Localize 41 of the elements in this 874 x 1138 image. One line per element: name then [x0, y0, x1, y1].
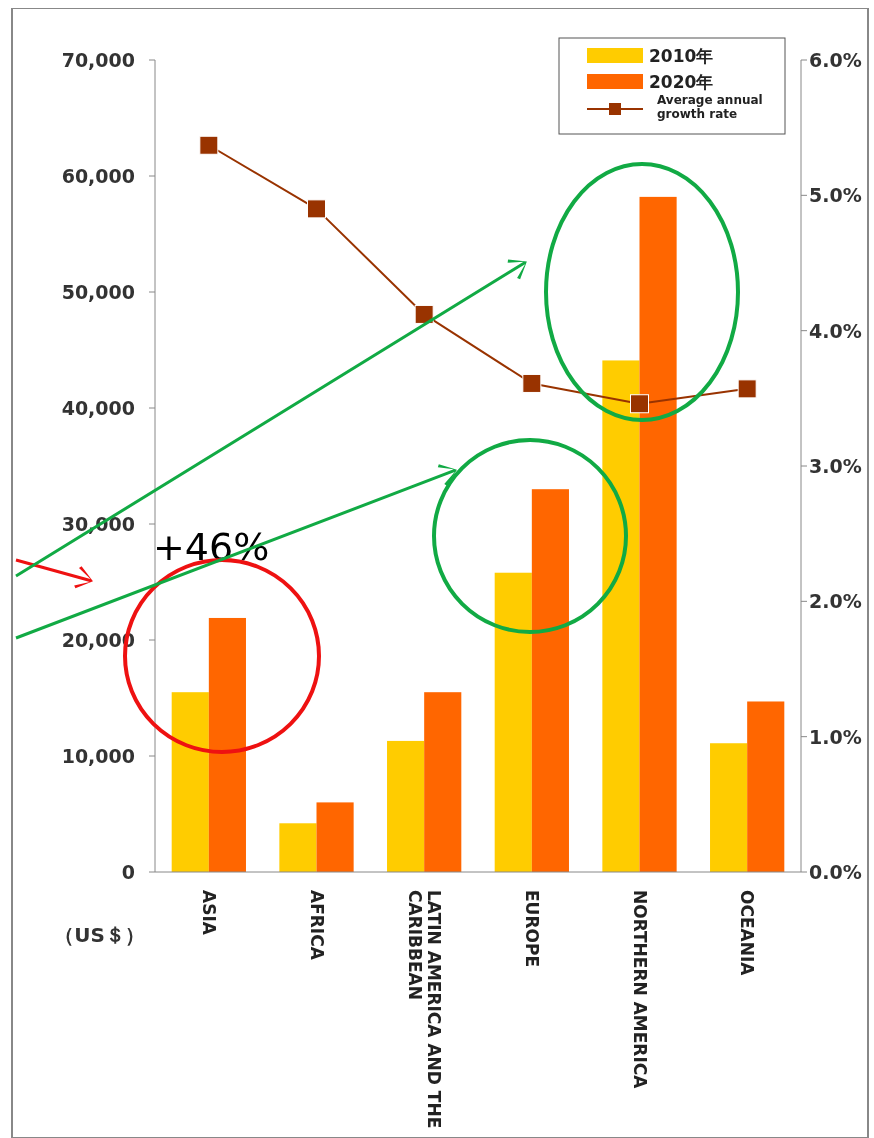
- point: [199, 135, 219, 155]
- y2-tick-label: 0.0%: [809, 861, 862, 883]
- legend-label: 2020年: [649, 72, 714, 92]
- x-tick-label: OCEANIA: [737, 890, 758, 977]
- bar: [602, 360, 640, 872]
- bar: [531, 489, 569, 872]
- y-tick-label: 10,000: [61, 745, 135, 767]
- bar: [494, 572, 532, 872]
- y2-tick-label: 2.0%: [809, 590, 862, 613]
- bar: [279, 823, 317, 872]
- bar: [171, 692, 209, 872]
- x-tick-label: EUROPE: [521, 890, 542, 968]
- y-tick-label: 70,000: [61, 49, 135, 71]
- point: [522, 373, 542, 393]
- point: [307, 199, 326, 219]
- y-axis-title: （US＄）: [54, 923, 145, 947]
- y2-tick-label: 4.0%: [809, 319, 862, 342]
- bar: [424, 692, 462, 872]
- y2-tick-label: 5.0%: [809, 184, 862, 207]
- legend-label: Average annual growth rate: [657, 93, 763, 121]
- x-tick-label: AFRICA: [306, 890, 327, 961]
- bar: [387, 740, 425, 872]
- x-tick-label: LATIN AMERICA AND THE CARIBBEAN: [404, 890, 444, 1129]
- y-tick-label: 40,000: [61, 397, 135, 419]
- y-tick-label: 0: [121, 861, 135, 883]
- point: [737, 379, 757, 399]
- y2-tick-label: 1.0%: [809, 725, 862, 748]
- y2-tick-label: 6.0%: [809, 49, 862, 71]
- bar: [208, 617, 246, 872]
- y-tick-label: 60,000: [61, 165, 135, 187]
- bar: [316, 802, 354, 872]
- bar: [639, 196, 677, 872]
- y-tick-label: 50,000: [61, 281, 135, 303]
- bar: [747, 701, 785, 872]
- bar: [710, 743, 748, 872]
- x-tick-label: NORTHERN AMERICA: [629, 890, 650, 1090]
- point: [414, 304, 434, 324]
- y2-tick-label: 3.0%: [809, 455, 862, 477]
- point: [630, 394, 649, 414]
- x-tick-label: ASIA: [198, 890, 219, 936]
- legend-label: 2010年: [649, 46, 714, 66]
